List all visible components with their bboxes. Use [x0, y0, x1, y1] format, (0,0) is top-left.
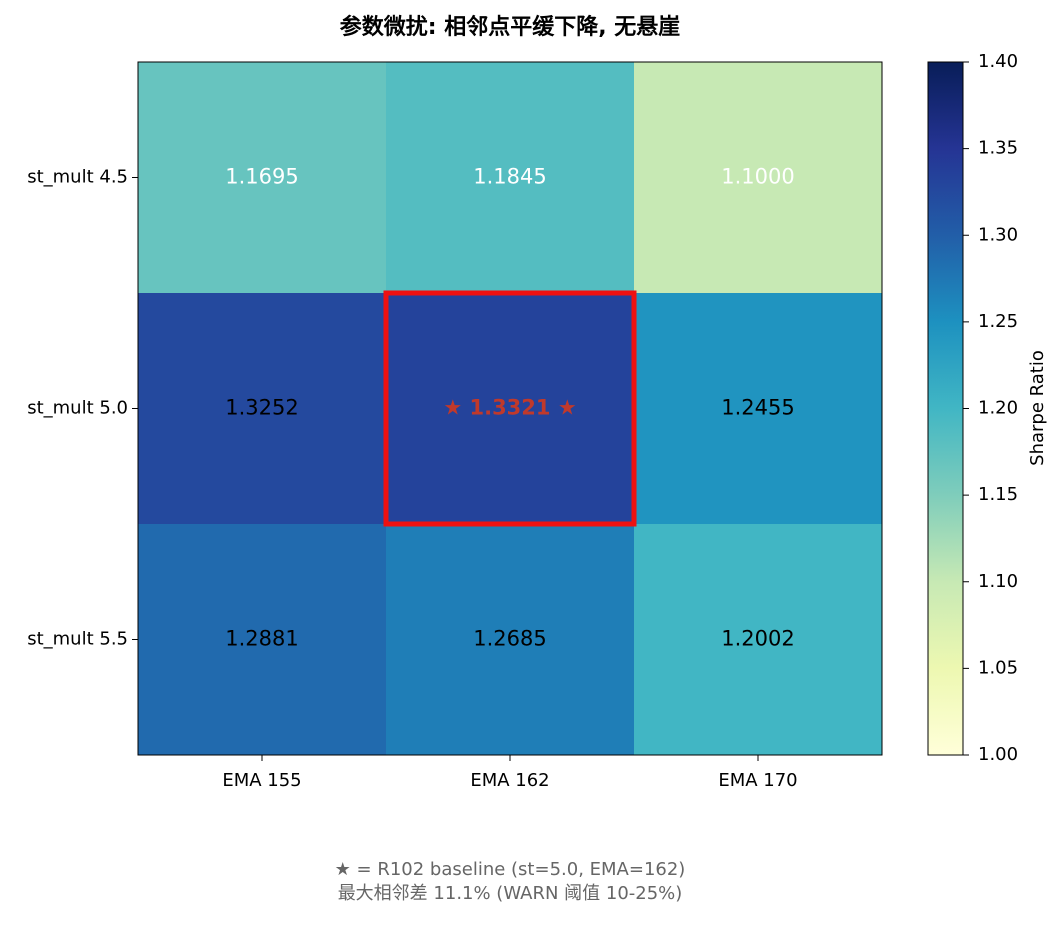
y-tick-label: st_mult 5.0: [27, 398, 128, 419]
cell-label: 1.2685: [473, 627, 546, 651]
chart-title: 参数微扰: 相邻点平缓下降, 无悬崖: [340, 14, 680, 40]
heatmap-cell: [386, 62, 635, 294]
heatmap-cell: [138, 524, 387, 756]
cell-label: 1.2002: [721, 627, 794, 651]
cell-label: ★ 1.3321 ★: [443, 396, 576, 420]
colorbar-tick-label: 1.25: [978, 311, 1018, 332]
colorbar-tick-label: 1.10: [978, 571, 1018, 592]
cell-label: 1.1000: [721, 165, 794, 189]
colorbar: [927, 61, 964, 756]
x-tick-label: EMA 162: [470, 770, 549, 791]
y-tick-label: st_mult 5.5: [27, 629, 128, 650]
note: ★ = R102 baseline (st=5.0, EMA=162): [335, 859, 686, 880]
x-tick-label: EMA 170: [718, 770, 797, 791]
heatmap-cell: [386, 524, 635, 756]
colorbar-tick-label: 1.35: [978, 138, 1018, 159]
cell-label: 1.3252: [225, 396, 298, 420]
colorbar-tick-label: 1.15: [978, 484, 1018, 505]
colorbar-tick-label: 1.40: [978, 51, 1018, 72]
heatmap-cell: [634, 62, 883, 294]
heatmap-cell: [634, 293, 883, 525]
colorbar-tick-label: 1.05: [978, 657, 1018, 678]
cell-label: 1.1695: [225, 165, 298, 189]
cell-label: 1.1845: [473, 165, 546, 189]
y-tick-label: st_mult 4.5: [27, 167, 128, 188]
cell-label: 1.2455: [721, 396, 794, 420]
cell-label: 1.2881: [225, 627, 298, 651]
heatmap-cell: [386, 293, 635, 525]
colorbar-tick-label: 1.00: [978, 744, 1018, 765]
colorbar-label: Sharpe Ratio: [1027, 350, 1048, 466]
heatmap-cell: [138, 62, 387, 294]
heatmap-cell: [138, 293, 387, 525]
heatmap-cell: [634, 524, 883, 756]
colorbar-tick-label: 1.30: [978, 224, 1018, 245]
highlight-box: [383, 290, 637, 527]
colorbar-tick-label: 1.20: [978, 398, 1018, 419]
note: 最大相邻差 11.1% (WARN 阈值 10-25%): [338, 883, 683, 904]
x-tick-label: EMA 155: [222, 770, 301, 791]
